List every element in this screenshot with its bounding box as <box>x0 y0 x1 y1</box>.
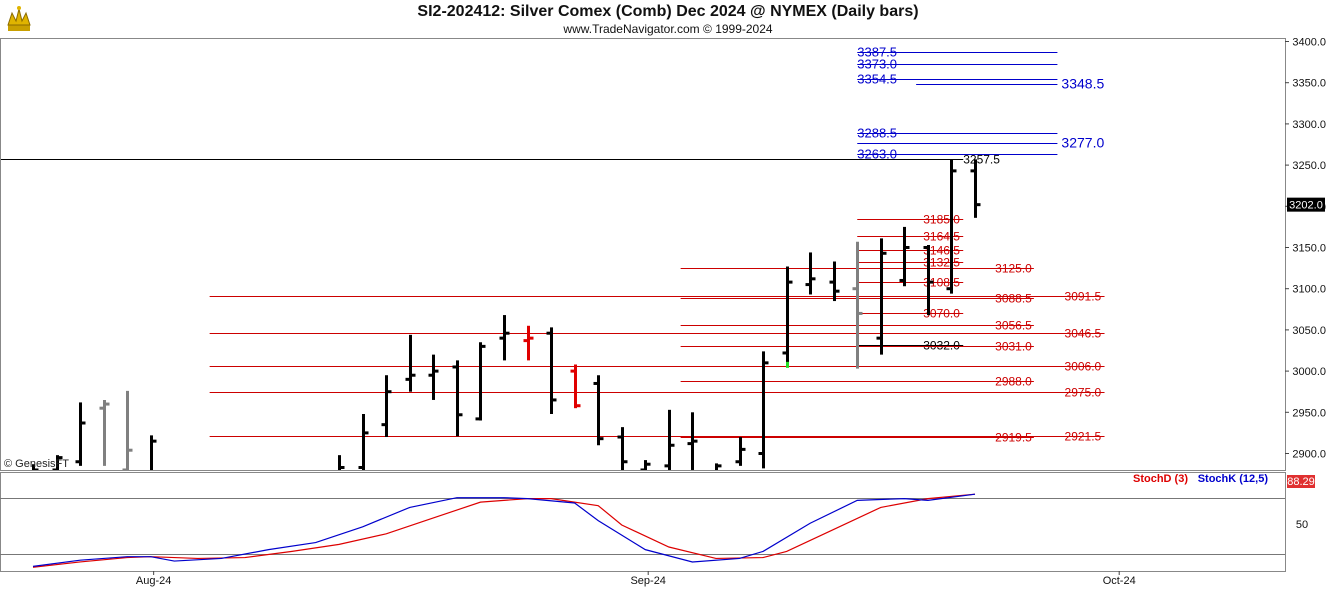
stoch-last-box <box>1287 475 1315 488</box>
legend-stochd: StochD (3) <box>1133 473 1188 485</box>
ohlc-bar <box>358 413 369 470</box>
level-label: 2921.5 <box>1065 430 1102 444</box>
ohlc-bar <box>852 241 863 369</box>
ohlc-bar <box>52 455 63 470</box>
y-tick-label: 3000.0 <box>1292 366 1326 378</box>
level-label: 3031.0 <box>995 340 1032 354</box>
ohlc-bar <box>428 354 439 400</box>
level-label: 3373.0 <box>857 57 897 72</box>
level-label: 2975.0 <box>1065 386 1102 400</box>
stoch-frame <box>0 472 1286 572</box>
level-label: 3164.5 <box>923 230 960 244</box>
level-label: 3056.5 <box>995 319 1032 333</box>
price-frame <box>0 38 1286 471</box>
level-label: 3277.0 <box>1061 135 1104 151</box>
ohlc-bar <box>899 226 910 287</box>
ohlc-bar <box>475 342 486 421</box>
ohlc-bar <box>923 245 934 316</box>
legend-stochk: StochK (12,5) <box>1198 473 1269 485</box>
stoch-tick-label: 50 <box>1296 519 1308 531</box>
y-tick-label: 3100.0 <box>1292 284 1326 296</box>
ohlc-bar <box>735 437 746 466</box>
ohlc-bar <box>664 409 675 470</box>
ohlc-bar <box>523 325 534 361</box>
ohlc-bar <box>640 460 651 470</box>
level-label: 3263.0 <box>857 147 897 162</box>
level-label: 3070.0 <box>923 307 960 321</box>
ohlc-bar <box>570 364 581 409</box>
ohlc-bar <box>499 315 510 361</box>
y-tick-label: 3050.0 <box>1292 325 1326 337</box>
chart-subtitle: www.TradeNavigator.com © 1999-2024 <box>563 22 773 36</box>
y-tick-label: 2950.0 <box>1292 407 1326 419</box>
level-label: 3032.0 <box>923 339 960 353</box>
last-price-box <box>1287 197 1325 212</box>
level-label: 3185.0 <box>923 213 960 227</box>
ohlc-bar <box>829 261 840 302</box>
ohlc-bar <box>75 402 86 466</box>
ohlc-bar <box>381 375 392 438</box>
green-marker <box>786 361 789 368</box>
ohlc-bar <box>946 159 957 294</box>
stoch-last-label: 88.29 <box>1287 476 1315 488</box>
x-tick-label: Aug-24 <box>136 575 171 587</box>
level-label: 3046.5 <box>1065 327 1102 341</box>
y-tick-label: 3150.0 <box>1292 243 1326 255</box>
last-price-label: 3202.0 <box>1289 200 1323 212</box>
y-tick-label: 3250.0 <box>1292 160 1326 172</box>
y-tick-label: 3350.0 <box>1292 78 1326 90</box>
x-tick-label: Sep-24 <box>630 575 665 587</box>
level-label: 3091.5 <box>1065 290 1102 304</box>
ohlc-bar <box>593 375 604 446</box>
chart-header: SI2-202412: Silver Comex (Comb) Dec 2024… <box>0 0 1336 38</box>
stoch-line <box>32 493 976 567</box>
ohlc-bar <box>122 390 133 470</box>
level-label: 3125.0 <box>995 262 1032 276</box>
ohlc-bar <box>876 238 887 355</box>
level-label: 3257.5 <box>963 153 1000 167</box>
ohlc-bar <box>99 399 110 466</box>
ohlc-bar <box>805 252 816 295</box>
level-label: 3387.5 <box>857 45 897 60</box>
level-label: 3088.5 <box>995 292 1032 306</box>
watermark: © GenesisFT <box>4 458 69 470</box>
ohlc-bar <box>782 266 793 368</box>
chart-title: SI2-202412: Silver Comex (Comb) Dec 2024… <box>417 3 919 20</box>
y-tick-label: 3300.0 <box>1292 119 1326 131</box>
level-label: 3288.5 <box>857 126 897 141</box>
level-label: 2919.5 <box>995 431 1032 445</box>
axes: 2900.02950.03000.03050.03100.03150.03200… <box>136 37 1326 588</box>
y-tick-label: 3400.0 <box>1292 37 1326 49</box>
level-label: 3006.0 <box>1065 360 1102 374</box>
ohlc-bar <box>150 435 157 470</box>
ohlc-bar <box>758 351 769 469</box>
ohlc-bar <box>687 412 698 470</box>
ohlc-bar <box>970 159 981 218</box>
level-label: 2988.0 <box>995 375 1032 389</box>
golden-crown-icon <box>7 6 31 31</box>
ohlc-bar <box>452 360 463 437</box>
x-tick-label: Oct-24 <box>1103 575 1136 587</box>
ohlc-bar <box>617 427 628 470</box>
level-label: 3348.5 <box>1061 76 1104 92</box>
ohlc-bar <box>546 327 557 414</box>
level-label: 3354.5 <box>857 72 897 87</box>
ohlc-bar <box>405 334 416 392</box>
ohlc-bar <box>32 464 39 470</box>
ohlc-bar <box>338 455 345 470</box>
y-tick-label: 2900.0 <box>1292 449 1326 461</box>
stochastic-panel: StochD (3) StochK (12,5) <box>0 472 1286 572</box>
ohlc-bar <box>715 463 722 470</box>
